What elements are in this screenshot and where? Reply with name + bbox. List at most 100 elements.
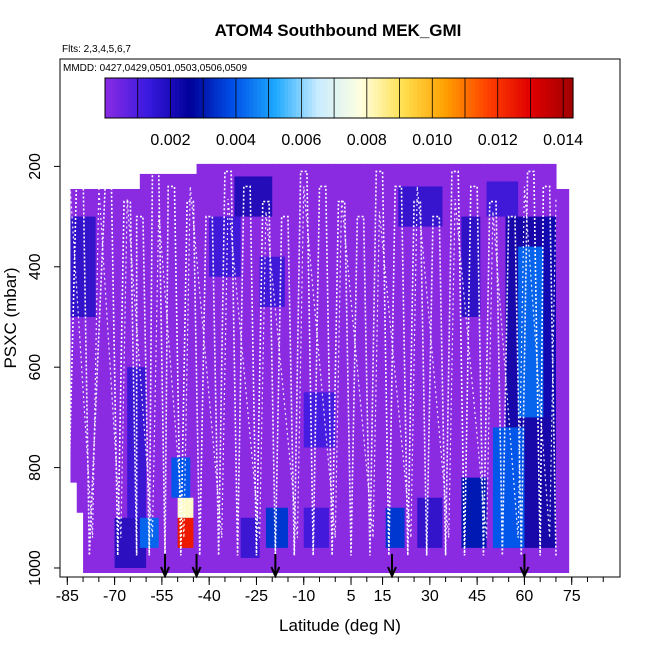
heat-cell [562,188,570,573]
colorbar-cell [116,78,122,118]
colorbar-cell [147,78,153,118]
colorbar-cell [530,78,535,118]
heat-cell [379,163,387,573]
colorbar-cell [448,78,453,118]
colorbar-cell [225,78,231,118]
colorbar-cell [206,78,211,118]
colorbar-cell [518,78,523,118]
colorbar-cell [354,78,360,118]
colorbar-cell [432,78,438,118]
colorbar-tick-label: 0.014 [543,132,583,149]
colorbar-cell [253,78,258,118]
colorbar-cell [284,78,289,118]
heat-cell [209,216,241,277]
heat-cell [499,163,507,573]
dates-note: MMDD: 0427,0429,0501,0503,0506,0509 [63,63,247,74]
colorbar-cell [229,78,235,118]
colorbar-cell [331,78,336,118]
heat-cell [146,173,154,574]
flight-profile-line [66,170,557,556]
heat-cell [543,216,556,418]
colorbar-cell [553,78,558,118]
y-tick-label: 1000 [27,550,44,586]
heat-cell [171,173,179,574]
colorbar-cell [245,78,250,118]
heat-cell [76,188,84,513]
colorbar-cell [514,78,519,118]
heat-cell [392,163,399,573]
x-tick-label: -55 [150,588,173,605]
colorbar-cell [319,78,324,118]
x-tick-label: 45 [468,588,486,605]
colorbar-cell [413,78,418,118]
colorbar-cell [214,78,219,118]
colorbar-tick-label: 0.004 [216,132,256,149]
colorbar-cell [151,78,157,118]
colorbar-cell [424,78,430,118]
heat-cell [410,163,418,573]
colorbar-cell [569,78,574,118]
colorbar-tick-label: 0.008 [347,132,387,149]
colorbar-cell [440,78,445,118]
colorbar-cell [155,78,161,118]
colorbar-cell [136,78,141,118]
x-tick-label: -70 [103,588,126,605]
heat-cell [360,163,368,573]
arrow-marker [160,566,170,579]
x-axis-label: Latitude (deg N) [279,616,401,635]
colorbar-cell [323,78,328,118]
heat-cell [253,163,261,573]
colorbar-cell [362,78,367,118]
colorbar-cell [175,78,180,118]
colorbar-cell [428,78,434,118]
heat-cell [486,181,519,217]
heat-cell [341,163,349,573]
colorbar-cell [280,78,285,118]
colorbar-cell [194,78,200,118]
heat-cell [417,497,443,548]
heat-cell [404,163,412,573]
heat-cell [265,507,288,548]
y-axis: 200 400 600 800 1000 [27,153,60,586]
colorbar-cell [249,78,254,118]
colorbar-cell [335,78,340,118]
heat-cell [177,517,194,548]
heat-cell [303,507,329,548]
colorbar-cell [389,78,395,118]
colorbar-cell [171,78,176,118]
heat-cell [398,163,406,573]
heat-cell [461,216,481,317]
heat-cell [152,173,160,574]
arrow-markers [160,554,530,579]
heat-cell [247,163,254,573]
colorbar-tick-label: 0.010 [412,132,452,149]
colorbar-cell [557,78,562,118]
heat-cell [455,163,462,573]
heat-cell [171,457,191,498]
colorbar-tick-label: 0.006 [281,132,321,149]
colorbar-cell [463,78,469,118]
heat-cell [366,163,374,573]
heat-cell [114,188,122,573]
colorbar-cell [210,78,215,118]
colorbar-cell [186,78,192,118]
colorbar-cell [237,78,243,118]
colorbar-cell [385,78,391,118]
colorbar-cell [167,78,172,118]
heat-cell [215,163,223,573]
colorbar-tick-label: 0.012 [478,132,518,149]
heat-cell [108,188,116,573]
heat-cell [297,163,305,573]
colorbar-cell [401,78,406,118]
colorbar-cell [108,78,114,118]
colorbar-cell [409,78,414,118]
x-tick-label: -25 [245,588,268,605]
colorbar-cell [487,78,492,118]
colorbar-cell [417,78,422,118]
colorbar-cell [307,78,313,118]
heat-cell [89,188,97,573]
colorbar-cell [534,78,539,118]
colorbar-cell [276,78,282,118]
heat-cell [436,163,444,573]
